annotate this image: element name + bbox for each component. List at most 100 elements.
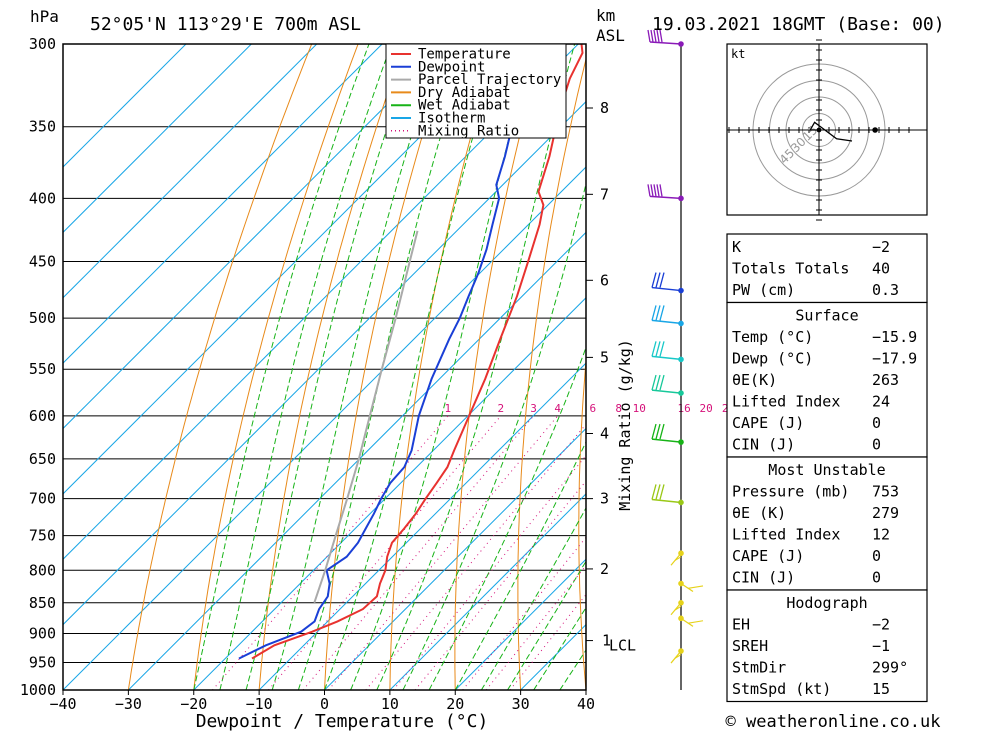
series-parcel-trajectory bbox=[313, 230, 419, 604]
index-label: Lifted Index bbox=[732, 393, 840, 411]
dry-adiabat bbox=[517, 57, 586, 690]
dry-adiabat bbox=[389, 44, 498, 690]
wind-barb-shaft bbox=[651, 498, 682, 504]
hodograph-origin-dot bbox=[816, 127, 822, 133]
wind-barb-shaft bbox=[649, 41, 682, 45]
mixing-ratio-line-6 bbox=[365, 423, 586, 690]
index-label: CIN (J) bbox=[732, 569, 795, 587]
mixing-ratio-label-1: 1 bbox=[445, 402, 452, 415]
plot-background-lines bbox=[63, 44, 586, 690]
dry-adiabat bbox=[258, 44, 405, 690]
wind-barb-flag bbox=[647, 29, 651, 43]
mixing-ratio-label-16: 16 bbox=[677, 402, 690, 415]
mixing-ratio-label-8: 8 bbox=[615, 402, 622, 415]
index-value: −2 bbox=[872, 238, 890, 256]
wind-barb-flag bbox=[651, 374, 657, 391]
index-label: Totals Totals bbox=[732, 260, 849, 278]
wind-barb-850 bbox=[670, 602, 682, 616]
index-value: 40 bbox=[872, 260, 890, 278]
isotherm--40 bbox=[63, 166, 586, 690]
pressure-tick-label-450: 450 bbox=[29, 253, 56, 271]
plot-axes: 3003504004505005506006507007508008509009… bbox=[20, 35, 595, 713]
wind-barb-flag bbox=[655, 305, 661, 321]
pressure-tick-label-600: 600 bbox=[29, 407, 56, 425]
isotherm-0 bbox=[324, 427, 586, 690]
indices-hodograph-box bbox=[726, 589, 928, 703]
indices-surface-title: Surface bbox=[795, 307, 858, 325]
index-value: 753 bbox=[872, 483, 899, 501]
pressure-tick-label-700: 700 bbox=[29, 490, 56, 508]
index-label: Dewp (°C) bbox=[732, 350, 813, 368]
isotherm--100 bbox=[63, 44, 318, 299]
mixing-ratio-label-4: 4 bbox=[554, 402, 561, 415]
km-label-3: 3 bbox=[600, 490, 609, 508]
index-value: 0 bbox=[872, 436, 881, 454]
wind-barb-shaft bbox=[680, 617, 694, 627]
wind-barb-flag bbox=[659, 184, 663, 197]
wet-adiabat bbox=[402, 181, 586, 690]
temp-tick-label: −20 bbox=[180, 695, 207, 713]
wind-barb-540 bbox=[651, 341, 682, 361]
pressure-tick-label-400: 400 bbox=[29, 189, 56, 207]
isotherm--50 bbox=[63, 100, 586, 626]
wind-barb-705 bbox=[651, 484, 682, 504]
wind-barb-column bbox=[647, 29, 704, 690]
pressure-tick-label-850: 850 bbox=[29, 594, 56, 612]
wind-barb-flag bbox=[655, 341, 661, 357]
wind-barb-flag bbox=[647, 184, 651, 197]
pressure-tick-label-500: 500 bbox=[29, 309, 56, 327]
index-label: CIN (J) bbox=[732, 436, 795, 454]
lcl-label: LCL bbox=[609, 637, 636, 655]
mixing-ratio-label-3: 3 bbox=[530, 402, 537, 415]
legend-label-6: Mixing Ratio bbox=[418, 123, 519, 139]
index-value: 15 bbox=[872, 680, 890, 698]
index-label: PW (cm) bbox=[732, 281, 795, 299]
wind-barb-505 bbox=[651, 305, 682, 325]
wind-barb-flag bbox=[674, 556, 682, 561]
temp-tick-label: 20 bbox=[446, 695, 464, 713]
wind-barb-flag bbox=[674, 654, 682, 659]
wind-barb-flag bbox=[659, 484, 665, 500]
dry-adiabat bbox=[324, 44, 452, 690]
wind-barb-shaft bbox=[649, 195, 682, 200]
dry-adiabat bbox=[193, 44, 359, 690]
hodograph-unit-label: kt bbox=[731, 47, 745, 61]
wind-barb-875 bbox=[680, 617, 704, 627]
km-label-5: 5 bbox=[600, 348, 609, 366]
temp-tick-label: 0 bbox=[320, 695, 329, 713]
index-value: 24 bbox=[872, 393, 890, 411]
mixing-ratio-line-3 bbox=[302, 415, 534, 690]
height-unit-asl-label: ASL bbox=[596, 26, 625, 45]
wind-barb-flag bbox=[655, 374, 661, 391]
mixing-ratio-label-10: 10 bbox=[633, 402, 646, 415]
dry-adiabat bbox=[578, 355, 586, 690]
wind-barb-flag bbox=[655, 272, 661, 288]
wet-adiabat bbox=[350, 44, 536, 690]
legend-label-4: Wet Adiabat bbox=[418, 98, 511, 114]
temp-tick-label: −40 bbox=[49, 695, 76, 713]
legend-label-3: Dry Adiabat bbox=[418, 85, 511, 101]
wind-barb-shaft bbox=[651, 355, 682, 361]
pressure-unit-label: hPa bbox=[30, 7, 59, 26]
wind-barb-flag bbox=[688, 620, 704, 624]
wet-adiabat bbox=[324, 44, 501, 690]
wind-barb-shaft bbox=[651, 319, 682, 325]
wind-barb-flag bbox=[659, 374, 665, 391]
wind-barb-dot-630 bbox=[678, 439, 684, 445]
mixing-ratio-label-20: 20 bbox=[699, 402, 712, 415]
x-axis-title: Dewpoint / Temperature (°C) bbox=[196, 711, 489, 732]
wind-barb-flag bbox=[659, 305, 665, 321]
km-label-2: 2 bbox=[600, 560, 609, 578]
wet-adiabat bbox=[219, 44, 392, 690]
wind-barb-flag bbox=[656, 29, 660, 43]
index-value: −15.9 bbox=[872, 328, 917, 346]
location-title: 52°05'N 113°29'E 700m ASL bbox=[90, 14, 361, 35]
mixing-ratio-axis-label: Mixing Ratio (g/kg) bbox=[616, 339, 634, 511]
index-value: 0 bbox=[872, 547, 881, 565]
index-value: 279 bbox=[872, 504, 899, 522]
isotherm--80 bbox=[63, 44, 448, 430]
index-value: −17.9 bbox=[872, 350, 917, 368]
isotherm--90 bbox=[63, 44, 383, 364]
